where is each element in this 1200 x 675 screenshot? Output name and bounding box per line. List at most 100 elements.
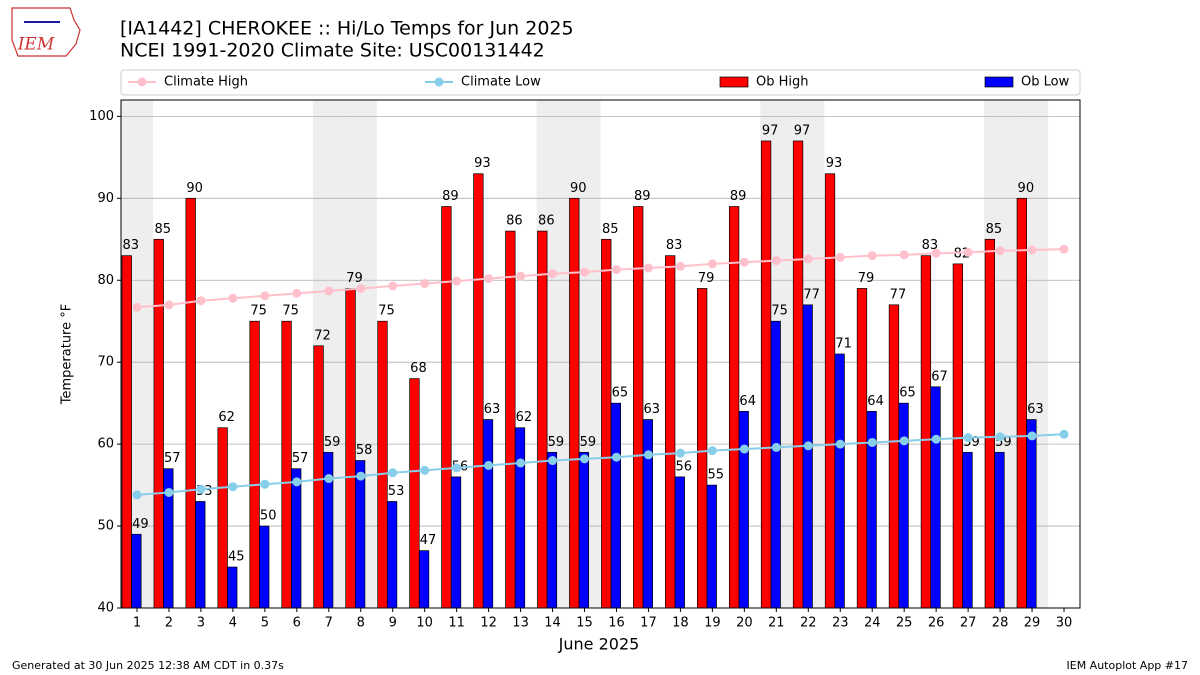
bar-value-label: 62 [516,410,533,425]
line-marker [803,441,813,451]
line-marker [292,477,302,487]
y-tick-label: 70 [97,355,114,370]
line-marker [1059,244,1069,254]
bar-value-label: 85 [602,222,619,237]
bar-value-label: 59 [580,435,597,450]
line-marker [324,286,334,296]
chart-subtitle: NCEI 1991-2020 Climate Site: USC00131442 [120,40,545,62]
x-tick-label: 5 [261,616,269,631]
x-tick-label: 28 [992,616,1009,631]
line-marker [675,448,685,458]
footer-left: Generated at 30 Jun 2025 12:38 AM CDT in… [12,659,284,672]
x-tick-label: 16 [608,616,625,631]
legend-marker [434,77,444,87]
line-marker [356,283,366,293]
legend-swatch [719,76,749,88]
line-marker [675,261,685,271]
bar [514,427,526,609]
x-tick-label: 13 [512,616,529,631]
line-marker [484,274,494,284]
bar-value-label: 75 [771,304,788,319]
bar [291,468,302,609]
bar-value-label: 89 [634,189,651,204]
bar [195,501,206,609]
x-tick-label: 22 [800,616,817,631]
bar-value-label: 97 [762,123,779,138]
bar [537,230,548,609]
bar-value-label: 58 [356,443,373,458]
bar [770,320,781,609]
x-tick-label: 18 [672,616,689,631]
line-marker [643,263,653,273]
x-tick-label: 29 [1024,616,1041,631]
bar [824,173,836,609]
x-tick-label: 7 [325,616,333,631]
bar [697,288,708,609]
bar-value-label: 62 [218,410,235,425]
line-marker [452,276,462,286]
bar [217,427,228,609]
bar-value-label: 64 [739,394,756,409]
legend-box [120,69,1081,96]
line-marker [388,468,398,478]
bar [131,533,142,609]
line-marker [228,482,238,492]
line-marker [420,465,430,475]
bar-value-label: 59 [324,435,341,450]
line-marker [739,444,749,454]
bar-value-label: 90 [1018,181,1035,196]
x-tick-label: 1 [133,616,141,631]
bar [121,255,132,609]
bar [888,304,900,609]
x-tick-label: 6 [293,616,301,631]
bar [569,197,580,609]
bar-value-label: 89 [442,189,459,204]
bar [962,451,973,609]
bar-value-label: 57 [292,451,309,466]
x-tick-label: 8 [357,616,365,631]
bar-value-label: 64 [867,394,884,409]
line-marker [196,484,206,494]
x-tick-label: 17 [640,616,657,631]
line-marker [707,446,717,456]
legend-label: Ob Low [1021,75,1070,90]
x-tick-label: 25 [896,616,913,631]
bar-value-label: 77 [890,287,907,302]
line [136,248,1065,309]
y-tick-label: 40 [97,601,114,616]
bar [249,320,260,609]
legend-label: Ob High [756,75,809,90]
logo-outline [11,7,81,57]
bar-value-label: 65 [899,386,916,401]
line-marker [132,490,142,500]
bar [642,419,653,609]
x-tick-label: 20 [736,616,753,631]
line-marker [388,281,398,291]
bar [898,402,909,609]
y-tick-label: 80 [97,273,114,288]
x-tick-label: 11 [448,616,465,631]
bar [409,378,420,609]
bar [760,140,772,609]
legend-swatch [984,76,1014,88]
bar-value-label: 90 [186,181,203,196]
bar [259,525,270,609]
line-marker [580,267,590,277]
line-marker [228,293,238,303]
y-tick-label: 60 [97,437,114,452]
bar [441,206,452,609]
bar [952,263,964,609]
bar [386,501,398,609]
bar [834,353,845,609]
bar-value-label: 71 [835,337,852,352]
line-marker [1027,245,1037,255]
bar [185,197,196,609]
x-tick-label: 4 [229,616,237,631]
bar [1016,197,1027,609]
bar [153,238,164,609]
bar-value-label: 63 [484,402,501,417]
bar-value-label: 68 [410,361,427,376]
line-marker [1059,429,1069,439]
